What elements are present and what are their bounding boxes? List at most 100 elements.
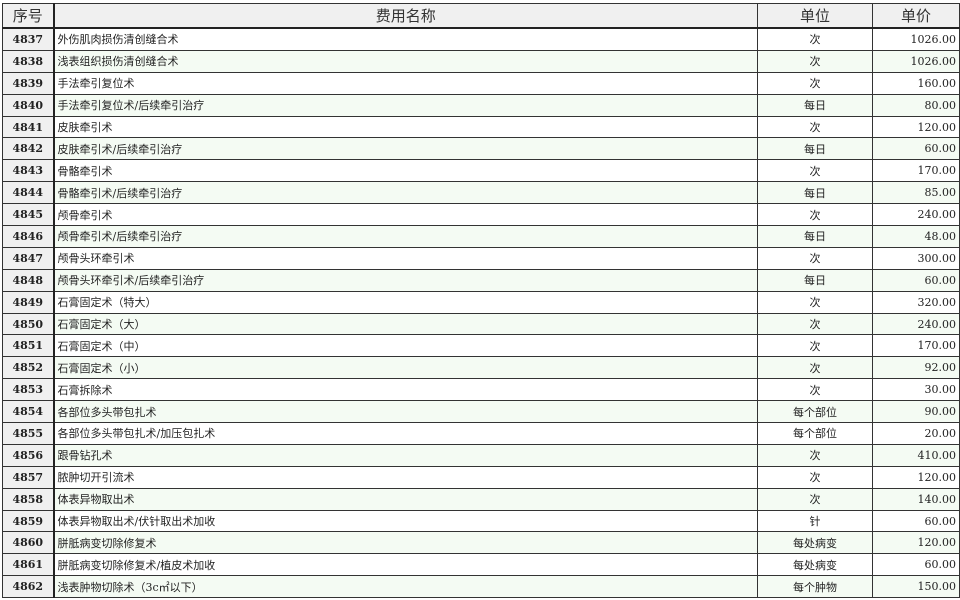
cell-price: 300.00: [872, 246, 960, 270]
cell-unit: 次: [757, 334, 873, 358]
table-row: 4854 各部位多头带包扎术 每个部位 90.00: [2, 400, 960, 424]
cell-price: 140.00: [872, 487, 960, 511]
cell-name: 石膏拆除术: [53, 378, 758, 402]
cell-unit: 次: [757, 49, 873, 73]
cell-unit: 次: [757, 312, 873, 336]
cell-price: 30.00: [872, 378, 960, 402]
cell-id: 4842: [2, 137, 55, 161]
cell-id: 4848: [2, 268, 55, 292]
cell-id: 4854: [2, 400, 55, 424]
header-row: 序号 费用名称 单位 单价: [2, 3, 960, 29]
cell-name: 石膏固定术（大）: [53, 312, 758, 336]
table-row: 4845 颅骨牵引术次 240.00: [2, 203, 960, 227]
cell-unit: 次: [757, 203, 873, 227]
cell-price: 1026.00: [872, 49, 960, 73]
cell-price: 120.00: [872, 531, 960, 555]
table-row: 4848 颅骨头环牵引术/后续牵引治疗 每日 60.00: [2, 268, 960, 292]
cell-unit: 每处病变: [757, 553, 873, 577]
cell-price: 160.00: [872, 71, 960, 95]
table-row: 4842 皮肤牵引术/后续牵引治疗 每日 60.00: [2, 137, 960, 161]
cell-price: 410.00: [872, 443, 960, 467]
cell-id: 4858: [2, 487, 55, 511]
table-row: 4856 跟骨钻孔术次 410.00: [2, 443, 960, 467]
cell-price: 60.00: [872, 268, 960, 292]
cell-id: 4851: [2, 334, 55, 358]
cell-id: 4843: [2, 159, 55, 183]
header-name: 费用名称: [53, 3, 758, 29]
cell-unit: 次: [757, 71, 873, 95]
cell-price: 80.00: [872, 93, 960, 117]
cell-id: 4850: [2, 312, 55, 336]
cell-unit: 次: [757, 290, 873, 314]
cell-unit: 每日: [757, 137, 873, 161]
cell-unit: 次: [757, 378, 873, 402]
cell-unit: 次: [757, 246, 873, 270]
cell-unit: 次: [757, 115, 873, 139]
cell-unit: 针: [757, 509, 873, 533]
cell-name: 皮肤牵引术/后续牵引治疗: [53, 137, 758, 161]
cell-id: 4860: [2, 531, 55, 555]
table-row: 4837 外伤肌肉损伤清创缝合术次 1026.00: [2, 27, 960, 51]
table-row: 4844 骨骼牵引术/后续牵引治疗 每日 85.00: [2, 181, 960, 205]
table-row: 4857 脓肿切开引流术次 120.00: [2, 465, 960, 489]
cell-name: 颅骨牵引术: [53, 203, 758, 227]
cell-name: 胼胝病变切除修复术: [53, 531, 758, 555]
header-unit: 单位: [757, 3, 873, 29]
fee-table: 序号 费用名称 单位 单价 4837 外伤肌肉损伤清创缝合术次 1026.00 483…: [2, 3, 960, 599]
cell-id: 4853: [2, 378, 55, 402]
cell-price: 170.00: [872, 334, 960, 358]
cell-price: 48.00: [872, 225, 960, 248]
cell-name: 胼胝病变切除修复术/植皮术加收: [53, 553, 758, 577]
table-row: 4860 胼胝病变切除修复术 每处病变 120.00: [2, 531, 960, 555]
cell-name: 石膏固定术（中）: [53, 334, 758, 358]
table-row: 4839 手法牵引复位术次 160.00: [2, 71, 960, 95]
cell-id: 4840: [2, 93, 55, 117]
table-row: 4858 体表异物取出术次 140.00: [2, 487, 960, 511]
cell-id: 4849: [2, 290, 55, 314]
table-row: 4852 石膏固定术（小）次 92.00: [2, 356, 960, 380]
cell-id: 4859: [2, 509, 55, 533]
cell-unit: 次: [757, 487, 873, 511]
cell-price: 60.00: [872, 553, 960, 577]
cell-price: 120.00: [872, 465, 960, 489]
cell-name: 颅骨牵引术/后续牵引治疗: [53, 225, 758, 248]
cell-name: 外伤肌肉损伤清创缝合术: [53, 27, 758, 51]
cell-price: 170.00: [872, 159, 960, 183]
cell-name: 跟骨钻孔术: [53, 443, 758, 467]
cell-unit: 每日: [757, 181, 873, 205]
cell-price: 20.00: [872, 422, 960, 445]
cell-name: 颅骨头环牵引术/后续牵引治疗: [53, 268, 758, 292]
cell-name: 石膏固定术（小）: [53, 356, 758, 380]
cell-price: 1026.00: [872, 27, 960, 51]
cell-price: 92.00: [872, 356, 960, 380]
cell-unit: 次: [757, 27, 873, 51]
cell-price: 320.00: [872, 290, 960, 314]
cell-price: 85.00: [872, 181, 960, 205]
cell-id: 4844: [2, 181, 55, 205]
cell-unit: 次: [757, 443, 873, 467]
cell-unit: 每日: [757, 268, 873, 292]
cell-price: 120.00: [872, 115, 960, 139]
table-row: 4847 颅骨头环牵引术次 300.00: [2, 246, 960, 270]
cell-unit: 每日: [757, 225, 873, 248]
cell-id: 4852: [2, 356, 55, 380]
cell-name: 石膏固定术（特大）: [53, 290, 758, 314]
cell-unit: 每个部位: [757, 400, 873, 424]
cell-id: 4847: [2, 246, 55, 270]
cell-unit: 每日: [757, 93, 873, 117]
cell-id: 4839: [2, 71, 55, 95]
table-row: 4846 颅骨牵引术/后续牵引治疗 每日 48.00: [2, 225, 960, 248]
cell-id: 4845: [2, 203, 55, 227]
cell-id: 4841: [2, 115, 55, 139]
table-row: 4859 体表异物取出术/伏针取出术加收针 60.00: [2, 509, 960, 533]
table-row: 4850 石膏固定术（大）次 240.00: [2, 312, 960, 336]
cell-price: 240.00: [872, 203, 960, 227]
cell-name: 骨骼牵引术: [53, 159, 758, 183]
cell-id: 4855: [2, 422, 55, 445]
cell-name: 颅骨头环牵引术: [53, 246, 758, 270]
cell-name: 手法牵引复位术/后续牵引治疗: [53, 93, 758, 117]
cell-name: 各部位多头带包扎术: [53, 400, 758, 424]
cell-name: 浅表肿物切除术（3c㎡以下）: [53, 575, 758, 599]
table-row: 4841 皮肤牵引术次 120.00: [2, 115, 960, 139]
cell-id: 4838: [2, 49, 55, 73]
